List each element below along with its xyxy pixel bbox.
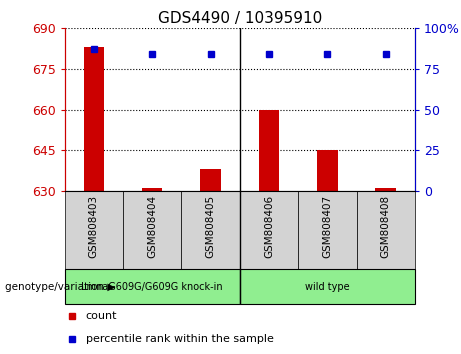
Bar: [240, 191, 298, 269]
Bar: [375, 188, 396, 191]
Bar: [200, 170, 221, 191]
Text: GSM808406: GSM808406: [264, 195, 274, 258]
Text: genotype/variation ▶: genotype/variation ▶: [5, 282, 115, 292]
Bar: [142, 188, 162, 191]
Text: wild type: wild type: [305, 282, 349, 292]
Bar: [298, 191, 356, 269]
Title: GDS4490 / 10395910: GDS4490 / 10395910: [158, 11, 322, 26]
Bar: [65, 269, 240, 304]
Bar: [356, 191, 415, 269]
Bar: [65, 191, 123, 269]
Text: LmnaG609G/G609G knock-in: LmnaG609G/G609G knock-in: [81, 282, 223, 292]
Bar: [83, 47, 104, 191]
Text: GSM808408: GSM808408: [381, 195, 391, 258]
Bar: [259, 110, 279, 191]
Text: GSM808403: GSM808403: [89, 195, 99, 258]
Bar: [123, 191, 181, 269]
Text: percentile rank within the sample: percentile rank within the sample: [86, 334, 273, 344]
Text: count: count: [86, 311, 117, 321]
Bar: [181, 191, 240, 269]
Text: GSM808404: GSM808404: [147, 195, 157, 258]
Text: GSM808407: GSM808407: [322, 195, 332, 258]
Bar: [240, 269, 415, 304]
Text: GSM808405: GSM808405: [206, 195, 216, 258]
Bar: [317, 150, 337, 191]
